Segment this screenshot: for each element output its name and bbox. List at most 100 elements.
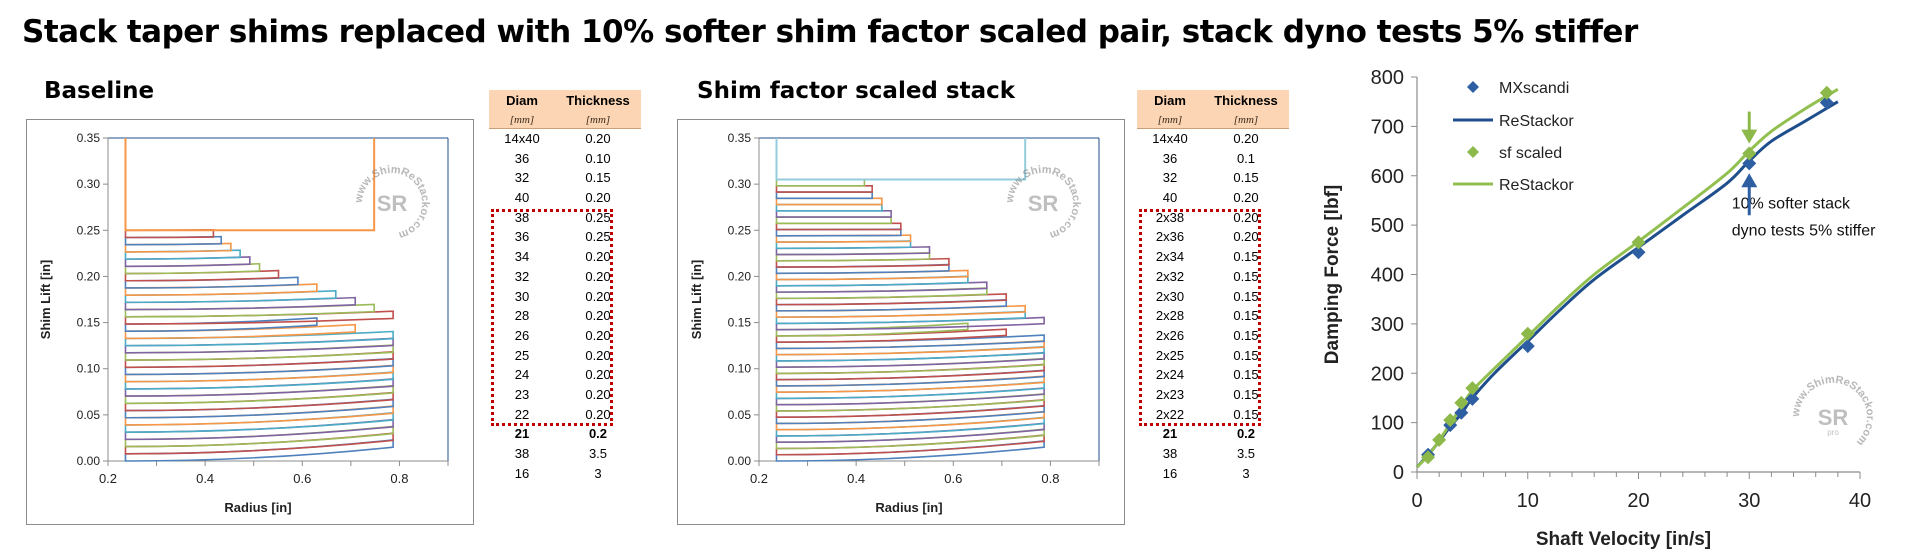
table-header: Diam Thickness [mm] [mm] [489, 90, 641, 129]
y-axis-label: Shim Lift [in] [38, 260, 53, 339]
diam-cell: 36 [1162, 150, 1178, 166]
annotation-text: dyno tests 5% stiffer [1732, 223, 1876, 240]
column-header: Diam [1154, 93, 1186, 108]
table-row: 26 0.20 [489, 326, 641, 346]
table-row: 2x24 0.15 [1137, 365, 1289, 385]
y-tick-label: 700 [1371, 116, 1404, 138]
thickness-cell: 0.20 [585, 308, 611, 324]
table-row: 2x38 0.20 [1137, 208, 1289, 228]
baseline-subtitle: Baseline [44, 78, 155, 104]
thickness-cell: 3 [1242, 465, 1250, 481]
x-tick-label: 0.2 [750, 471, 768, 486]
thickness-cell: 0.20 [1233, 209, 1259, 225]
x-tick-label: 0.8 [390, 471, 408, 486]
diam-cell: 2x25 [1155, 347, 1185, 363]
diam-cell: 23 [514, 386, 530, 402]
table-row: 2x25 0.15 [1137, 346, 1289, 366]
y-tick-label: 200 [1371, 363, 1404, 385]
legend-item: ReStackor [1453, 113, 1574, 130]
shim-stack [124, 229, 394, 462]
thickness-cell: 0.10 [585, 150, 611, 166]
x-tick-label: 0.8 [1041, 471, 1059, 486]
thickness-cell: 0.20 [585, 268, 611, 284]
table-row: 16 3 [1137, 464, 1289, 484]
diam-cell: 14x40 [1152, 131, 1188, 146]
y-tick-label: 0.25 [77, 223, 101, 237]
legend-item: sf scaled [1467, 145, 1562, 162]
thickness-cell: 0.20 [1233, 190, 1259, 206]
svg-text:pro: pro [1827, 428, 1839, 437]
y-tick-label: 0.05 [728, 408, 752, 422]
thickness-cell: 3.5 [1236, 446, 1256, 461]
scaled-chart-frame: 0.00 0.05 0.10 0.15 0.20 0.25 0.30 0.35 0.2 0.4 0.… [677, 119, 1125, 525]
series-sf-scaled-2 [1421, 85, 1834, 465]
column-header: Thickness [566, 93, 630, 108]
column-unit: [mm] [1233, 114, 1259, 126]
y-tick-label: 0.15 [77, 316, 101, 330]
table-row: 2x36 0.20 [1137, 227, 1289, 247]
diam-cell: 38 [514, 446, 530, 461]
thickness-cell: 0.20 [585, 190, 611, 206]
y-tick-label: 500 [1371, 215, 1404, 237]
diam-cell: 2x34 [1155, 249, 1185, 265]
svg-text:SR: SR [377, 191, 408, 216]
thickness-cell: 0.25 [585, 209, 611, 225]
y-tick-label: 0.20 [77, 269, 101, 283]
thickness-cell: 0.15 [1233, 327, 1259, 343]
y-tick-label: 0.05 [77, 408, 101, 422]
diam-cell: 32 [514, 170, 530, 186]
y-tick-label: 0 [1393, 462, 1404, 484]
x-tick-label: 0.6 [944, 471, 962, 486]
diam-cell: 36 [514, 150, 530, 166]
diam-cell: 28 [514, 308, 530, 324]
table-row: 32 0.20 [489, 267, 641, 287]
thickness-cell: 0.15 [1233, 367, 1259, 383]
x-axis-label: Shaft Velocity [in/s] [1536, 529, 1711, 550]
thickness-cell: 0.2 [1236, 426, 1256, 442]
thickness-cell: 0.15 [1233, 406, 1259, 422]
baseline-shim-table: Diam Thickness [mm] [mm] 14x40 0.20 36 0.10 32 0.… [489, 90, 641, 483]
thickness-cell: 0.25 [585, 229, 611, 245]
table-row: 30 0.20 [489, 287, 641, 307]
diam-cell: 16 [1162, 465, 1178, 481]
legend-item: ReStackor [1453, 177, 1574, 194]
scaled-stack-chart: 0.00 0.05 0.10 0.15 0.20 0.25 0.30 0.35 0.2 0.4 0.… [689, 131, 1100, 515]
table-row: 38 3.5 [1137, 444, 1289, 464]
diam-cell: 14x40 [504, 131, 540, 146]
thickness-cell: 0.15 [1233, 268, 1259, 284]
x-tick-label: 0 [1411, 490, 1422, 512]
diam-cell: 2x24 [1155, 367, 1185, 383]
diam-cell: 32 [1162, 170, 1178, 186]
table-row: 25 0.20 [489, 346, 641, 366]
y-tick-label: 0.35 [728, 131, 752, 145]
table-row: 36 0.10 [489, 149, 641, 169]
thickness-cell: 0.15 [585, 170, 611, 186]
y-tick-label: 0.15 [728, 316, 752, 330]
table-row: 2x26 0.15 [1137, 326, 1289, 346]
shim-outline [775, 216, 892, 225]
scaled-shim-table: Diam Thickness [mm] [mm] 14x40 0.20 36 0.1 32 0.1… [1137, 90, 1289, 483]
svg-text:SR: SR [1028, 191, 1059, 216]
table-row: 34 0.20 [489, 247, 641, 267]
diam-cell: 2x38 [1155, 209, 1185, 225]
diam-cell: 2x30 [1155, 288, 1185, 304]
diam-cell: 2x22 [1155, 406, 1185, 422]
diam-cell: 22 [514, 406, 530, 422]
table-row: 2x30 0.15 [1137, 287, 1289, 307]
diam-cell: 32 [514, 268, 530, 284]
thickness-cell: 0.15 [1233, 249, 1259, 265]
table-row: 28 0.20 [489, 306, 641, 326]
clamp-outline [124, 138, 376, 232]
x-tick-label: 0.4 [196, 471, 214, 486]
thickness-cell: 0.20 [585, 288, 611, 304]
clamp-outline [775, 138, 1027, 181]
diam-cell: 36 [514, 229, 530, 245]
y-tick-label: 0.00 [77, 454, 101, 468]
annotations: 10% softer stack dyno tests 5% stiffer [1732, 111, 1876, 240]
svg-text:SR: SR [1818, 405, 1849, 430]
table-row: 16 3 [489, 464, 641, 484]
table-row: 21 0.2 [489, 424, 641, 444]
damping-force-chart: 0 100 200 300 400 500 600 700 800 0 10 20 30 40 Shaft … [1322, 67, 1876, 550]
thickness-cell: 3.5 [588, 446, 608, 461]
